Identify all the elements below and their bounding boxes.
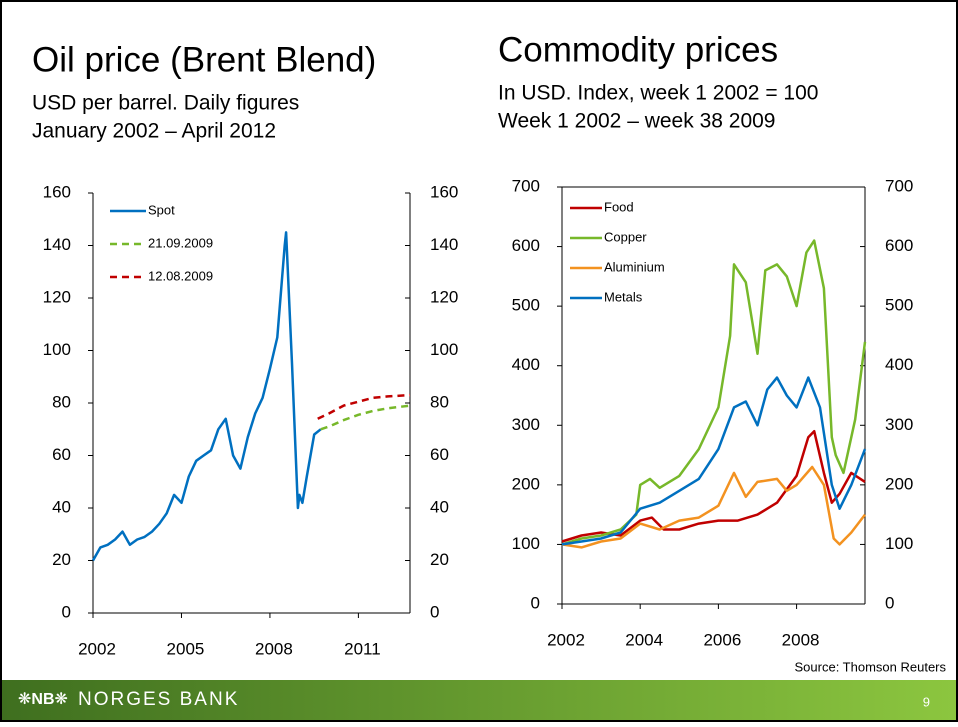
legend-label: Metals [604,289,643,304]
y-tick-label: 600 [512,236,540,255]
legend-label: Copper [604,229,647,244]
series-line [317,393,411,420]
brand: NORGES BANK [78,689,239,710]
x-tick-label: 2002 [78,639,116,658]
y2-tick-label: 200 [885,474,913,493]
y-tick-label: 0 [62,602,71,621]
chart-title: Oil price (Brent Blend) [32,40,376,79]
series-line [561,376,867,546]
y2-tick-label: 140 [430,235,458,254]
y2-tick-label: 100 [885,534,913,553]
y2-tick-label: 120 [430,287,458,306]
series-line [561,429,866,543]
legend-label: 21.09.2009 [148,235,213,250]
y2-tick-label: 700 [885,176,913,195]
y2-tick-label: 0 [885,593,894,612]
y2-tick-label: 40 [430,497,449,516]
y-tick-label: 100 [43,340,71,359]
source: Source: Thomson Reuters [795,659,947,674]
y2-tick-label: 300 [885,415,913,434]
y2-tick-label: 60 [430,445,449,464]
y2-tick-label: 400 [885,355,913,374]
y-tick-label: 20 [52,550,71,569]
y2-tick-label: 600 [885,236,913,255]
x-tick-label: 2011 [344,639,381,658]
chart-subtitle: USD per barrel. Daily figures [32,92,299,115]
legend-label: 12.08.2009 [148,268,213,283]
y-tick-label: 60 [52,445,71,464]
y-tick-label: 200 [512,474,540,493]
page-number: 9 [923,694,930,709]
y2-tick-label: 0 [430,602,439,621]
logo-mark: ❋NB❋ [18,691,68,708]
series-line [561,465,866,549]
x-tick-label: 2002 [547,630,585,649]
series-line [561,239,867,546]
legend-label: Spot [148,202,175,217]
chart-subtitle: In USD. Index, week 1 2002 = 100 [498,82,818,105]
footer-band [2,680,956,720]
y-tick-label: 700 [512,176,540,195]
y2-tick-label: 500 [885,296,913,315]
legend-label: Food [604,199,634,214]
x-tick-label: 2004 [625,630,663,649]
y-tick-label: 140 [43,235,71,254]
y-tick-label: 120 [43,287,71,306]
x-tick-label: 2005 [167,639,205,658]
y-tick-label: 100 [512,534,540,553]
series-line [320,404,411,431]
x-tick-label: 2008 [255,639,293,658]
legend-label: Aluminium [604,259,665,274]
y-tick-label: 500 [512,296,540,315]
y-tick-label: 300 [512,415,540,434]
y-tick-label: 40 [52,497,71,516]
x-tick-label: 2006 [703,630,741,649]
y-tick-label: 400 [512,355,540,374]
y2-tick-label: 80 [430,392,449,411]
y-tick-label: 80 [52,392,71,411]
chart-subtitle: Week 1 2002 – week 38 2009 [498,110,775,133]
y2-tick-label: 160 [430,182,458,201]
chart-subtitle: January 2002 – April 2012 [32,120,276,143]
y-tick-label: 160 [43,182,71,201]
x-tick-label: 2008 [782,630,820,649]
y-tick-label: 0 [531,593,540,612]
y2-tick-label: 100 [430,340,458,359]
y2-tick-label: 20 [430,550,449,569]
chart-title: Commodity prices [498,30,778,69]
series-line [91,231,322,562]
